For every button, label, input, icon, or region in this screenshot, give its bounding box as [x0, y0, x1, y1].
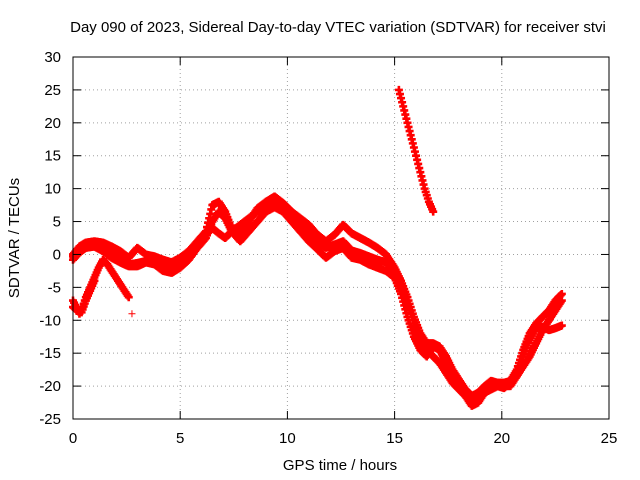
y-tick-label: -10 [39, 312, 61, 329]
x-axis-label: GPS time / hours [283, 457, 397, 474]
y-tick-label: 15 [44, 148, 61, 165]
data-point [124, 293, 133, 302]
y-tick-label: 5 [53, 214, 61, 231]
series-s7 [128, 310, 136, 318]
data-series [69, 85, 566, 410]
chart-title: Day 090 of 2023, Sidereal Day-to-day VTE… [70, 19, 606, 36]
series-s3 [69, 192, 566, 400]
y-tick-label: -20 [39, 378, 61, 395]
x-tick-label: 15 [386, 430, 403, 447]
x-tick-label: 25 [601, 430, 618, 447]
data-point [557, 289, 566, 298]
x-tick-label: 10 [279, 430, 296, 447]
y-tick-label: 20 [44, 115, 61, 132]
y-tick-label: 0 [53, 246, 61, 263]
axis-ticks: 0 5 10 15 20 25 -25 -20 -15 -10 -5 0 5 10 15 20 25 30 [39, 49, 617, 447]
y-axis-label: SDTVAR / TECUs [6, 178, 23, 298]
data-point [557, 321, 566, 330]
y-tick-label: 30 [44, 49, 61, 66]
y-tick-label: -15 [39, 345, 61, 362]
y-tick-label: -25 [39, 411, 61, 428]
plot-frame [72, 56, 610, 420]
series-s6 [394, 85, 438, 216]
data-point [429, 207, 438, 216]
x-tick-label: 0 [69, 430, 77, 447]
data-point [128, 310, 136, 318]
y-tick-label: 10 [44, 181, 61, 198]
x-tick-label: 20 [493, 430, 510, 447]
data-point [90, 276, 99, 285]
y-tick-label: -5 [48, 279, 61, 296]
x-tick-label: 5 [176, 430, 184, 447]
grid [73, 57, 609, 419]
y-tick-label: 25 [44, 82, 61, 99]
